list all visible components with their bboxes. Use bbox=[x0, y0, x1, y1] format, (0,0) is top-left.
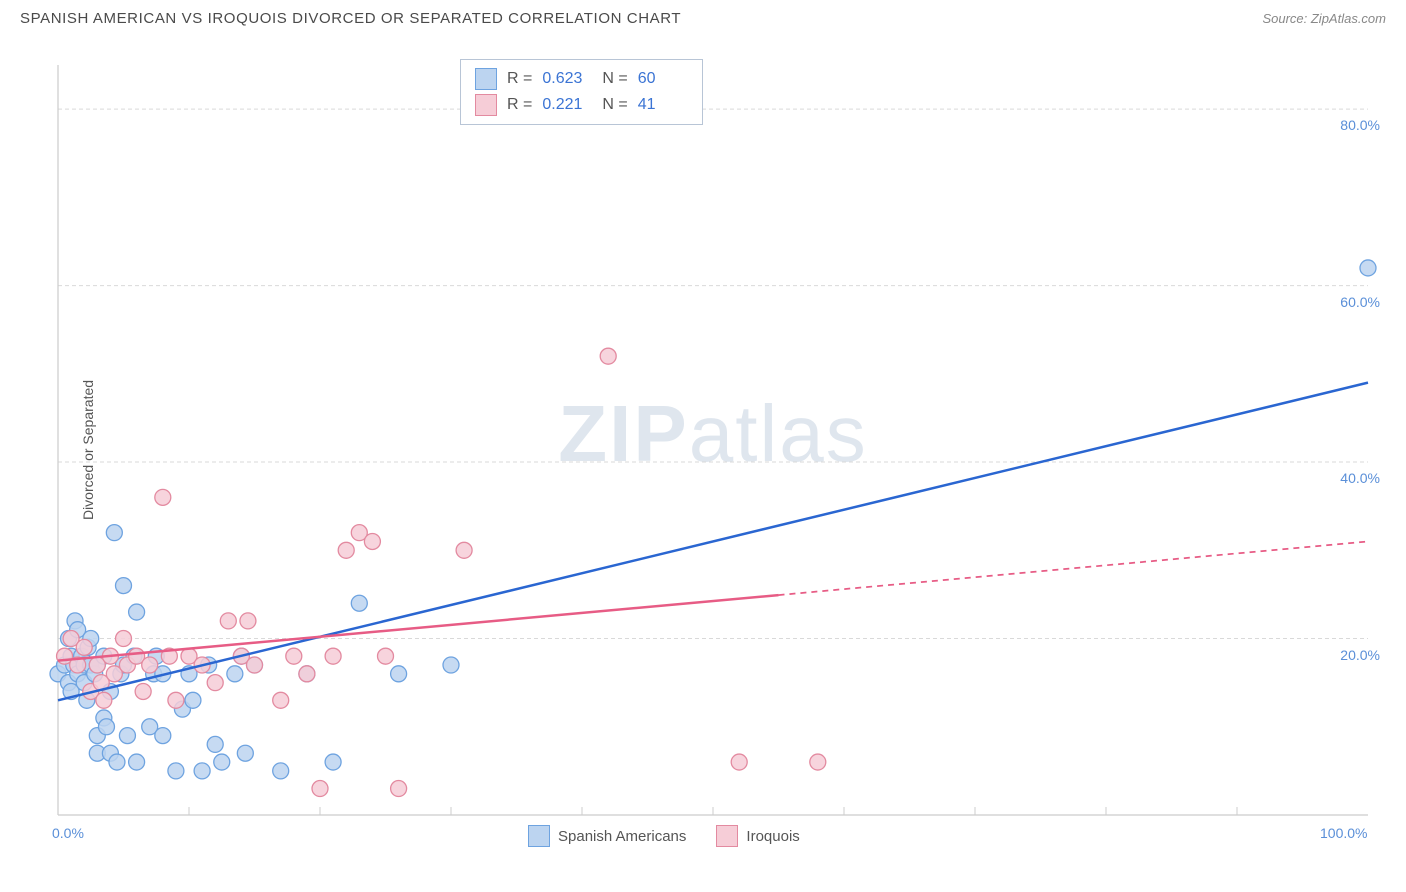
n-label: N = bbox=[602, 92, 627, 118]
y-tick-label: 40.0% bbox=[1340, 470, 1380, 486]
legend-row-series-0: R = 0.623 N = 60 bbox=[475, 66, 688, 92]
r-value-1: 0.221 bbox=[542, 92, 592, 118]
correlation-chart: Divorced or Separated ZIPatlas R = 0.623… bbox=[48, 55, 1378, 845]
x-tick-label: 0.0% bbox=[52, 825, 84, 841]
y-tick-label: 20.0% bbox=[1340, 647, 1380, 663]
n-value-1: 41 bbox=[638, 92, 688, 118]
legend-label-1: Iroquois bbox=[746, 828, 799, 845]
legend-item-iroquois: Iroquois bbox=[716, 825, 799, 847]
r-value-0: 0.623 bbox=[542, 66, 592, 92]
y-tick-label: 60.0% bbox=[1340, 294, 1380, 310]
legend-swatch-iroquois-b bbox=[716, 825, 738, 847]
x-tick-label: 100.0% bbox=[1320, 825, 1367, 841]
r-label: R = bbox=[507, 66, 532, 92]
chart-header: SPANISH AMERICAN VS IROQUOIS DIVORCED OR… bbox=[0, 0, 1406, 33]
legend-swatch-spanish bbox=[475, 68, 497, 90]
legend-swatch-iroquois bbox=[475, 94, 497, 116]
legend-row-series-1: R = 0.221 N = 41 bbox=[475, 92, 688, 118]
plot-svg bbox=[48, 55, 1378, 845]
r-label: R = bbox=[507, 92, 532, 118]
source-prefix: Source: bbox=[1262, 11, 1310, 26]
legend-item-spanish: Spanish Americans bbox=[528, 825, 686, 847]
legend-series-names: Spanish Americans Iroquois bbox=[528, 825, 800, 847]
chart-title: SPANISH AMERICAN VS IROQUOIS DIVORCED OR… bbox=[20, 10, 681, 27]
legend-label-0: Spanish Americans bbox=[558, 828, 686, 845]
source-link[interactable]: ZipAtlas.com bbox=[1311, 11, 1386, 26]
y-tick-label: 80.0% bbox=[1340, 117, 1380, 133]
legend-correlation-box: R = 0.623 N = 60 R = 0.221 N = 41 bbox=[460, 59, 703, 125]
n-value-0: 60 bbox=[638, 66, 688, 92]
source-attribution: Source: ZipAtlas.com bbox=[1262, 11, 1386, 26]
n-label: N = bbox=[602, 66, 627, 92]
legend-swatch-spanish-b bbox=[528, 825, 550, 847]
